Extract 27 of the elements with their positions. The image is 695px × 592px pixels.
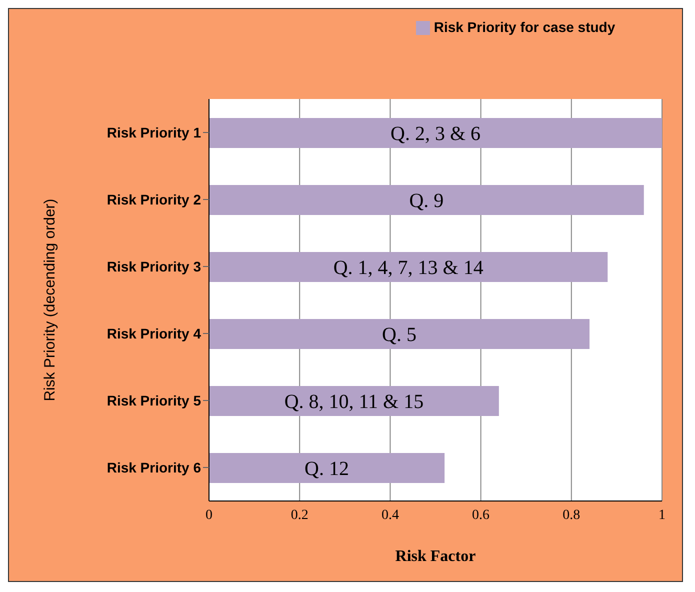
text: Q. 9 (409, 190, 444, 212)
bar (209, 185, 644, 215)
x-tick-label: 1 (658, 508, 666, 523)
text: Q. 8, 10, 11 & 15 (284, 391, 424, 414)
bar (209, 386, 499, 416)
x-tick-label: 0.2 (290, 508, 308, 523)
x-tick-label: 0.6 (472, 508, 490, 523)
x-tick-label: 0.8 (562, 508, 580, 523)
bar (209, 118, 662, 148)
y-tick-label: Risk Priority 1 (106, 124, 202, 140)
x-tick-label: 0 (206, 508, 212, 523)
y-tick-label: Risk Priority 3 (106, 258, 202, 274)
text: Q. 2, 3 & 6 (390, 123, 480, 146)
x-axis-title: Risk Factor (395, 548, 476, 565)
y-axis-title: Risk Priority (decending order) (41, 198, 58, 402)
y-tick-label: Risk Priority 5 (106, 392, 202, 408)
legend-label: Risk Priority for case study (434, 19, 616, 35)
y-tick-label: Risk Priority 6 (106, 459, 202, 476)
x-tick-label: 0.4 (381, 508, 399, 523)
bar (209, 453, 445, 483)
bar (209, 319, 590, 349)
bar (209, 252, 608, 282)
text: Q. 12 (304, 458, 350, 480)
y-tick-label: Risk Priority 4 (106, 325, 202, 342)
text: Q. 5 (382, 324, 416, 346)
y-tick-label: Risk Priority 2 (106, 191, 202, 208)
text: Q. 1, 4, 7, 13 & 14 (333, 257, 484, 280)
